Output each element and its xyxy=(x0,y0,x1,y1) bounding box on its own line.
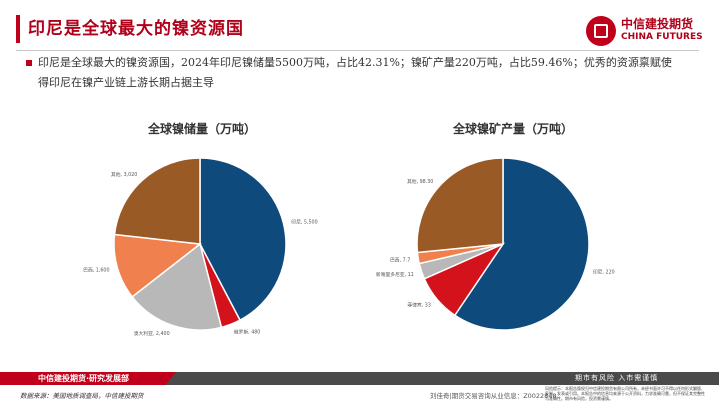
pie-slice-0-2 xyxy=(131,242,223,331)
data-source: 数据来源：美国地质调查局，中信建投期货 xyxy=(20,392,144,400)
slice-label-1-2: 新喀里多尼亚, 11 xyxy=(376,271,414,278)
pie-slice-0-4 xyxy=(113,157,201,245)
footer-slogan: 期市有风险 入市需谨慎 xyxy=(575,374,659,382)
title-divider xyxy=(16,50,699,51)
logo-name-cn: 中信建投期货 xyxy=(621,17,694,31)
disclaimer-text: 风险提示：本报告版权归中信建投期货有限公司所有，未经书面许可不得以任何形式翻版、… xyxy=(545,386,705,401)
slice-label-1-1: 菲律宾, 33 xyxy=(407,301,431,308)
chart-title-reserves: 全球镍储量（万吨） xyxy=(148,122,257,136)
slice-label-1-4: 其他, 98.30 xyxy=(407,178,433,185)
company-logo: 中信建投期货 CHINA FUTURES xyxy=(586,15,711,49)
slice-label-0-3: 巴西, 1,600 xyxy=(83,268,109,274)
logo-icon xyxy=(586,16,616,46)
footer-brand: 中信建投期货·研究发展部 xyxy=(38,374,130,383)
chart-title-production: 全球镍矿产量（万吨） xyxy=(453,122,574,136)
pie-slice-0-3 xyxy=(113,233,202,298)
footer-bar xyxy=(0,372,719,385)
pie-slice-1-4 xyxy=(416,157,504,254)
bullet-square-icon xyxy=(26,60,32,66)
slice-label-1-0: 印尼, 220 xyxy=(593,269,615,276)
slice-label-1-3: 巴西, 7.7 xyxy=(390,257,410,263)
slice-label-0-0: 印尼, 5,500 xyxy=(291,219,317,226)
summary-text: 印尼是全球最大的镍资源国，2024年印尼镍储量5500万吨，占比42.31%；镍… xyxy=(38,56,672,89)
analyst-info: 刘佳奇|期货交易咨询从业信息：Z0022848 xyxy=(430,392,557,400)
pie-slice-0-0 xyxy=(199,157,287,322)
footer-accent xyxy=(0,372,176,385)
slice-label-0-1: 俄罗斯, 480 xyxy=(234,329,261,336)
page-title: 印尼是全球最大的镍资源国 xyxy=(28,19,244,39)
slice-label-0-2: 澳大利亚, 2,400 xyxy=(134,330,170,337)
logo-name-en: CHINA FUTURES xyxy=(621,32,703,42)
pie-slice-1-0 xyxy=(453,157,590,331)
slice-label-0-4: 其他, 3,020 xyxy=(111,171,137,178)
title-accent-bar xyxy=(16,15,20,43)
